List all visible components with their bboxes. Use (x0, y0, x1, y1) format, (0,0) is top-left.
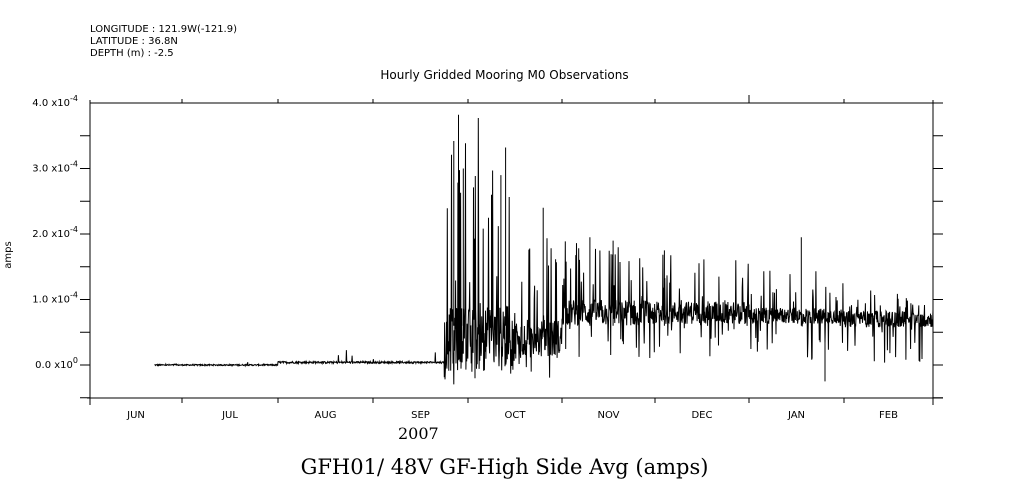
y-tick-label: 1.0 x10-4 (32, 291, 78, 306)
y-axis: 0.0 x100 1.0 x10-4 2.0 x10-4 3.0 x10-4 4.0 x… (32, 94, 943, 399)
plot-border (89, 102, 934, 399)
x-axis-year-label: 2007 (398, 424, 439, 443)
x-tick-label: DEC (691, 410, 712, 421)
series-line (154, 114, 934, 385)
y-tick-label: 0.0 x100 (35, 356, 78, 371)
latitude-label: LATITUDE : 36.8N (90, 36, 178, 47)
x-tick-label: SEP (411, 410, 430, 421)
chart-title: Hourly Gridded Mooring M0 Observations (380, 68, 629, 82)
x-tick-label: JAN (787, 410, 805, 421)
x-tick-label: JUL (221, 410, 238, 421)
x-tick-label: NOV (597, 410, 619, 421)
y-axis-label: amps (3, 241, 14, 268)
x-tick-label: AUG (315, 410, 337, 421)
x-tick-label: JUN (126, 410, 145, 421)
y-tick-label: 3.0 x10-4 (32, 160, 78, 175)
depth-label: DEPTH (m) : -2.5 (90, 48, 174, 59)
y-tick-label: 4.0 x10-4 (32, 94, 78, 109)
x-tick-label: OCT (505, 410, 527, 421)
x-tick-label: FEB (879, 410, 898, 421)
plot-frame (87, 95, 943, 405)
longitude-label: LONGITUDE : 121.9W(-121.9) (90, 24, 237, 35)
x-axis: JUN JUL AUG SEP OCT NOV DEC JAN FEB (126, 99, 898, 421)
bottom-title: GFH01/ 48V GF-High Side Avg (amps) (300, 455, 709, 479)
y-tick-label: 2.0 x10-4 (32, 225, 78, 240)
